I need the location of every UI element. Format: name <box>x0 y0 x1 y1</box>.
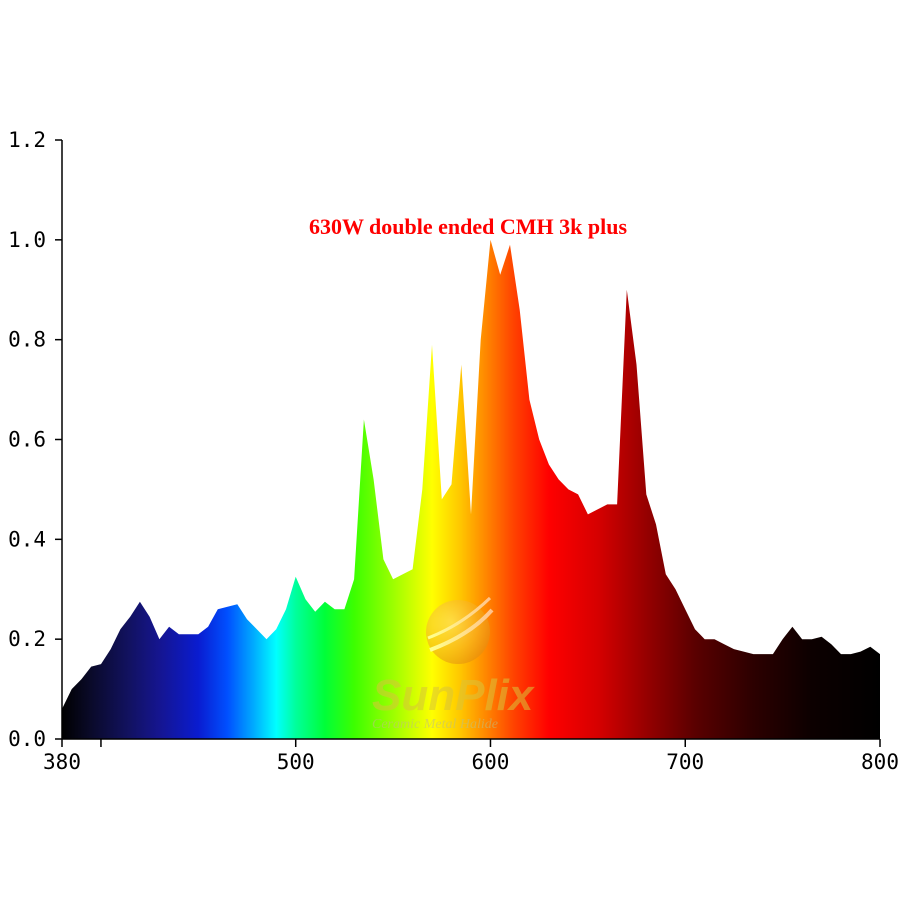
y-ticks: 0.0 0.2 0.4 0.6 0.8 1.0 1.2 <box>8 128 62 751</box>
x-tick-label: 800 <box>861 750 899 774</box>
axes: 0.0 0.2 0.4 0.6 0.8 1.0 1.2 380 500 600 700 800 <box>8 128 899 774</box>
watermark-sun-swoosh <box>429 608 494 652</box>
y-tick-label: 1.2 <box>8 128 46 152</box>
y-tick-label: 1.0 <box>8 228 46 252</box>
y-tick-label: 0.0 <box>8 727 46 751</box>
chart-title: 630W double ended CMH 3k plus <box>309 214 628 239</box>
x-tick-label: 700 <box>666 750 704 774</box>
watermark-tagline-text: Ceramic Metal Halide <box>372 717 498 732</box>
brand-watermark: SunPlix Ceramic Metal Halide <box>372 596 535 732</box>
x-tick-label: 500 <box>277 750 315 774</box>
spectrum-area <box>62 239 880 740</box>
y-tick-label: 0.4 <box>8 527 46 551</box>
x-tick-label: 380 <box>43 750 81 774</box>
x-tick-label: 600 <box>472 750 510 774</box>
x-ticks: 380 500 600 700 800 <box>43 739 899 774</box>
y-tick-label: 0.6 <box>8 428 46 452</box>
watermark-brand-text: SunPlix <box>372 671 535 720</box>
y-tick-label: 0.2 <box>8 627 46 651</box>
plot-area <box>62 239 880 740</box>
y-tick-label: 0.8 <box>8 328 46 352</box>
watermark-sun-icon <box>426 600 490 664</box>
